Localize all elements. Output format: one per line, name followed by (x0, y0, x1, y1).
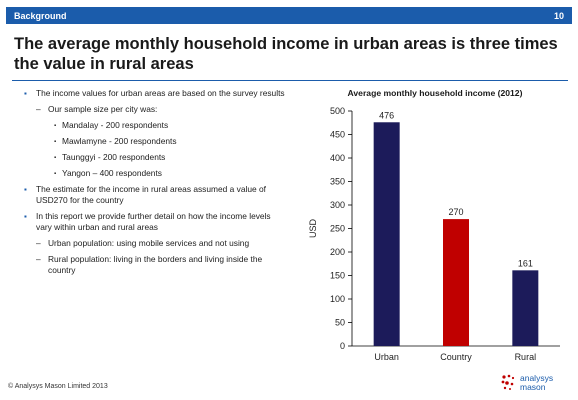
bullet-marker: ▪ (24, 185, 27, 194)
bullet-marker: ▪ (54, 171, 57, 177)
bullet-text: Taunggyi - 200 respondents (62, 152, 166, 162)
bullet-text: Yangon – 400 respondents (62, 168, 162, 178)
bullet-marker: ▪ (24, 89, 27, 98)
y-tick-label: 500 (330, 106, 345, 116)
bullet-text: The income values for urban areas are ba… (36, 88, 285, 98)
logo-line-1: analysys (520, 373, 554, 383)
y-tick-label: 350 (330, 177, 345, 187)
bullet-list: ▪ The income values for urban areas are b… (14, 88, 286, 281)
title-divider (12, 80, 568, 81)
bullet-item: ▪ Mawlamyne - 200 respondents (14, 136, 286, 147)
data-label: 161 (518, 258, 533, 268)
bullet-text: Rural population: living in the borders … (48, 254, 263, 275)
bar (373, 122, 400, 346)
bullet-text: Mawlamyne - 200 respondents (62, 136, 177, 146)
bullet-marker: – (36, 254, 41, 264)
logo-wordmark: analysys mason (520, 374, 553, 392)
y-tick-label: 200 (330, 247, 345, 257)
y-tick-label: 300 (330, 200, 345, 210)
logo-line-2: mason (520, 382, 546, 392)
page-title: The average monthly household income in … (14, 35, 558, 73)
y-tick-label: 0 (340, 341, 345, 351)
y-tick-label: 50 (335, 318, 345, 328)
y-tick-label: 250 (330, 224, 345, 234)
bullet-marker: – (36, 238, 41, 248)
bullet-item: ▪ In this report we provide further detai… (14, 211, 286, 233)
x-tick-label: Urban (374, 352, 399, 362)
bar (512, 270, 539, 346)
bullet-item: ▪ Yangon – 400 respondents (14, 168, 286, 179)
y-tick-label: 150 (330, 271, 345, 281)
bullet-marker: ▪ (24, 212, 27, 221)
company-logo: analysys mason (500, 372, 572, 396)
bullet-text: The estimate for the income in rural are… (36, 184, 266, 205)
bullet-text: Urban population: using mobile services … (48, 238, 250, 248)
data-label: 270 (448, 207, 463, 217)
bullet-item: – Urban population: using mobile services… (14, 238, 286, 249)
section-label: Background (14, 10, 67, 21)
copyright-footer: © Analysys Mason Limited 2013 (8, 383, 108, 390)
bullet-text: Our sample size per city was: (48, 104, 158, 114)
y-tick-label: 400 (330, 153, 345, 163)
bullet-item: ▪ The estimate for the income in rural ar… (14, 184, 286, 206)
y-tick-label: 100 (330, 294, 345, 304)
bullet-marker: ▪ (54, 139, 57, 145)
x-tick-label: Country (440, 352, 472, 362)
bullet-text: Mandalay - 200 respondents (62, 120, 169, 130)
x-tick-label: Rural (515, 352, 537, 362)
y-tick-label: 450 (330, 130, 345, 140)
page-number: 10 (553, 10, 564, 21)
logo-dots-icon (501, 374, 515, 390)
data-label: 476 (379, 110, 394, 120)
bullet-marker: ▪ (54, 123, 57, 129)
bullet-item: ▪ The income values for urban areas are b… (14, 88, 286, 99)
bullet-item: – Our sample size per city was: (14, 104, 286, 115)
bullet-marker: ▪ (54, 155, 57, 161)
y-axis-label: USD (308, 219, 318, 239)
bar-chart: 0 50 100 150 200 250 300 350 400 450 500 USD 476 Urba… (308, 106, 560, 362)
chart-title: Average monthly household income (2012) (347, 88, 523, 98)
bullet-text: In this report we provide further detail… (36, 211, 271, 232)
bullet-marker: – (36, 104, 41, 114)
bullet-item: – Rural population: living in the borders… (14, 254, 286, 276)
bar (443, 219, 469, 346)
bullet-item: ▪ Mandalay - 200 respondents (14, 120, 286, 131)
bullet-item: ▪ Taunggyi - 200 respondents (14, 152, 286, 163)
section-header-bar: Background 10 (6, 7, 572, 24)
